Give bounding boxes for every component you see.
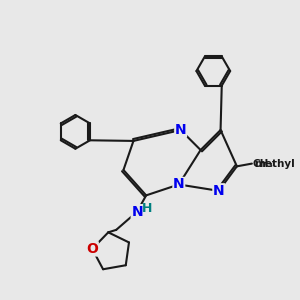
Text: methyl: methyl — [254, 159, 295, 169]
Text: CH₃: CH₃ — [252, 159, 273, 169]
Text: N: N — [131, 205, 143, 219]
Text: N: N — [175, 123, 186, 137]
Text: N: N — [173, 178, 184, 191]
Text: H: H — [141, 202, 152, 215]
Text: N: N — [213, 184, 225, 198]
Text: O: O — [86, 242, 98, 256]
